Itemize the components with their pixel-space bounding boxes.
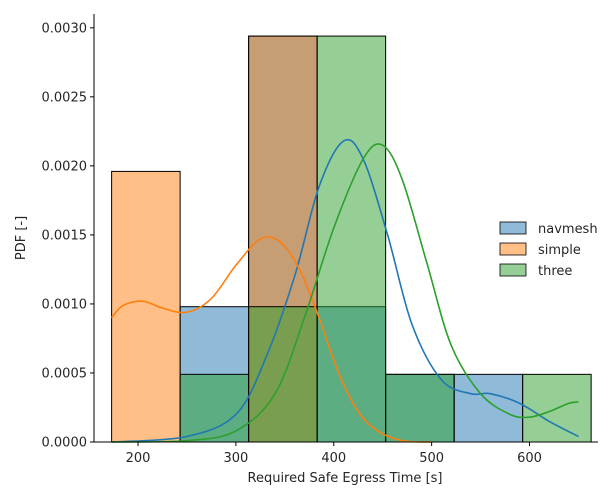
y-axis-label: PDF [-] [14,216,29,260]
y-tick-label: 0.0025 [42,90,88,105]
kde-line-three [111,143,579,443]
legend-swatch-three [499,263,527,277]
y-tick-label: 0.0010 [42,297,88,312]
axes [93,14,598,443]
kde-line-simple [111,236,432,443]
y-tick-label: 0.0030 [42,21,88,36]
bar-navmesh-5 [453,373,524,443]
x-axis-label: Required Safe Egress Time [s] [248,471,443,486]
x-tick-label: 500 [419,451,444,466]
legend: navmesh simple three [499,221,598,279]
y-tick-label: 0.0000 [42,436,88,451]
histogram-bars [111,35,592,443]
legend-swatch-simple [499,242,527,256]
legend-label-simple: simple [538,243,581,258]
y-tick-label: 0.0005 [42,366,88,381]
legend-swatch-navmesh [499,221,527,235]
bar-three-1 [179,373,250,443]
ticks: 200 300 400 500 600 0.0000 0.0005 0.0010 0.0015 0… [42,21,542,466]
x-tick-label: 300 [223,451,248,466]
legend-label-three: three [538,264,572,279]
y-tick-label: 0.0015 [42,228,88,243]
legend-label-navmesh: navmesh [538,222,598,237]
bar-three-6 [522,373,592,443]
x-tick-label: 400 [321,451,346,466]
kde-line-navmesh [111,138,579,443]
bar-three-4 [385,373,455,443]
x-tick-label: 200 [126,451,151,466]
y-tick-label: 0.0020 [42,159,88,174]
kde-curves [111,138,579,443]
bar-simple-0 [111,170,181,443]
x-tick-label: 600 [517,451,542,466]
bar-three-3 [316,35,387,443]
